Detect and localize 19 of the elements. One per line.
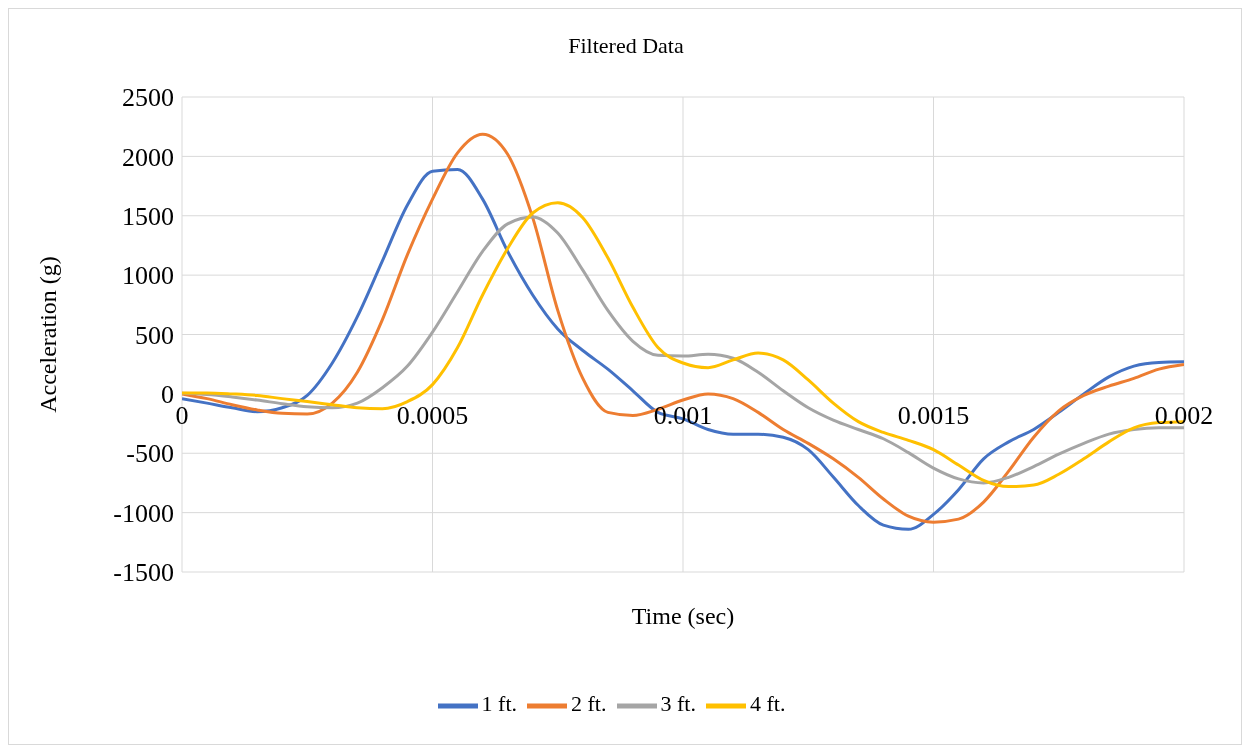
legend-label: 2 ft. bbox=[571, 691, 607, 717]
x-tick-label: 0.0005 bbox=[396, 401, 469, 431]
y-tick-label: 1500 bbox=[122, 201, 174, 231]
x-axis-title: Time (sec) bbox=[631, 603, 735, 629]
x-tick-label: 0.002 bbox=[1154, 401, 1214, 431]
y-tick-label: 2500 bbox=[122, 83, 174, 113]
y-tick-label: -1500 bbox=[113, 558, 174, 588]
x-tick-label: 0.0015 bbox=[897, 401, 970, 431]
legend-label: 4 ft. bbox=[749, 691, 786, 717]
legend-label: 3 ft. bbox=[660, 691, 696, 717]
y-axis-title: Acceleration (g) bbox=[34, 256, 61, 413]
y-tick-label: 500 bbox=[135, 320, 174, 350]
y-tick-label: -1000 bbox=[113, 498, 174, 528]
y-tick-label: 2000 bbox=[122, 142, 174, 172]
y-tick-label: 0 bbox=[161, 380, 174, 410]
y-tick-label: -500 bbox=[126, 439, 174, 469]
legend-label: 1 ft. bbox=[481, 691, 518, 717]
y-tick-label: 1000 bbox=[122, 261, 174, 291]
chart-title: Filtered Data bbox=[567, 33, 685, 59]
